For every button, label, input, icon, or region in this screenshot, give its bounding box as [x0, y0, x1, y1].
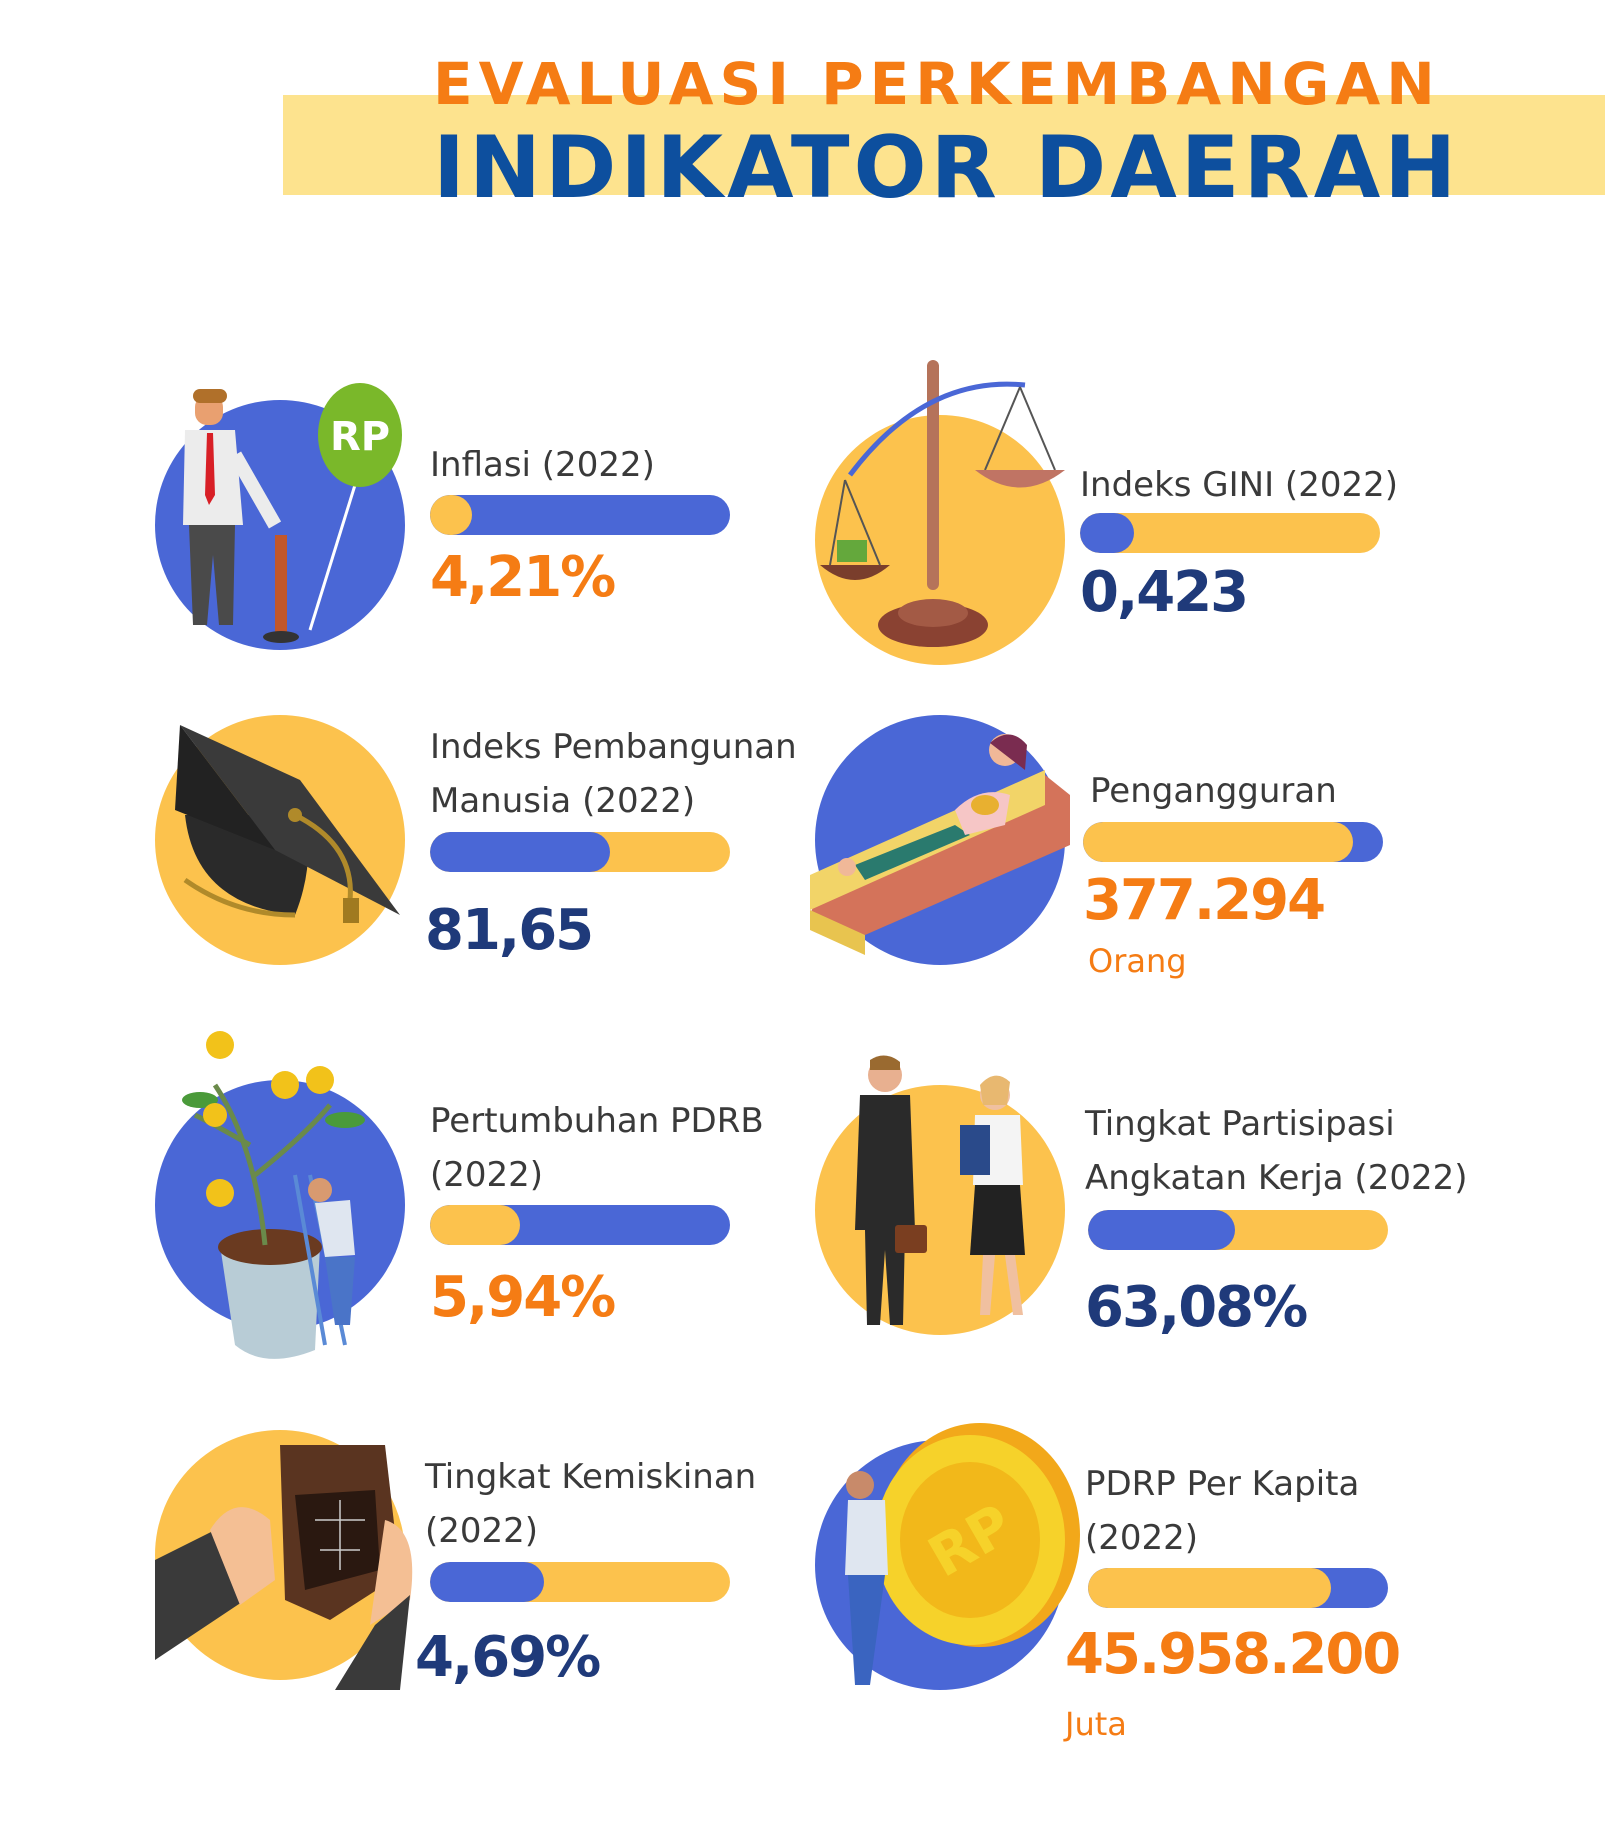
indicator-value: 0,423: [1080, 560, 1249, 625]
indicator-label: Tingkat Partisipasi Angkatan Kerja (2022…: [1085, 1104, 1468, 1198]
indicator-value: 63,08%: [1085, 1275, 1308, 1340]
indicator-progress-bar: [430, 832, 730, 872]
rp-coin-icon: RP: [810, 1415, 1080, 1705]
indicator-progress-bar: [1083, 822, 1383, 862]
balloon-pump-icon: RP: [155, 375, 415, 675]
workers-icon: [815, 1050, 1075, 1350]
page-title-line1: EVALUASI PERKEMBANGAN: [433, 50, 1441, 118]
page-title-line2: INDIKATOR DAERAH: [433, 118, 1461, 218]
indicator-progress-bar: [430, 1562, 730, 1602]
scale-icon: [815, 355, 1075, 675]
indicator-progress-fill: [1083, 822, 1353, 862]
empty-wallet-icon: [155, 1430, 415, 1690]
indicator-label: Indeks GINI (2022): [1080, 465, 1398, 505]
indicator-unit: Juta: [1065, 1705, 1127, 1743]
indicator-progress-bar: [430, 495, 730, 535]
indicator-progress-bar: [430, 1205, 730, 1245]
indicator-progress-fill: [430, 1562, 544, 1602]
indicator-progress-bar: [1088, 1568, 1388, 1608]
svg-text:RP: RP: [330, 414, 390, 460]
indicator-progress-bar: [1088, 1210, 1388, 1250]
title-highlight-band: [283, 95, 1605, 195]
indicator-value: 81,65: [425, 898, 594, 963]
indicator-progress-fill: [430, 832, 610, 872]
indicator-progress-fill: [430, 1205, 520, 1245]
indicator-label: Pertumbuhan PDRB (2022): [430, 1101, 764, 1195]
indicator-label: Inflasi (2022): [430, 445, 655, 485]
indicator-progress-fill: [1080, 513, 1134, 553]
indicator-progress-fill: [1088, 1568, 1331, 1608]
indicator-label: Pengangguran: [1090, 771, 1337, 811]
graduation-cap-icon: [155, 715, 415, 975]
indicator-value: 4,69%: [415, 1625, 601, 1690]
indicator-progress-fill: [430, 495, 472, 535]
indicator-value: 5,94%: [430, 1265, 616, 1330]
indicator-label: PDRP Per Kapita (2022): [1085, 1464, 1360, 1558]
indicator-unit: Orang: [1088, 942, 1187, 980]
indicator-progress-fill: [1088, 1210, 1235, 1250]
indicator-value: 377.294: [1083, 868, 1326, 933]
money-tree-icon: [155, 1025, 415, 1385]
indicator-value: 4,21%: [430, 545, 616, 610]
indicator-value: 45.958.200: [1065, 1622, 1401, 1687]
indicator-label: Indeks Pembangunan Manusia (2022): [430, 727, 797, 821]
sofa-person-icon: [805, 715, 1075, 975]
indicator-progress-bar: [1080, 513, 1380, 553]
indicator-label: Tingkat Kemiskinan (2022): [425, 1457, 757, 1551]
